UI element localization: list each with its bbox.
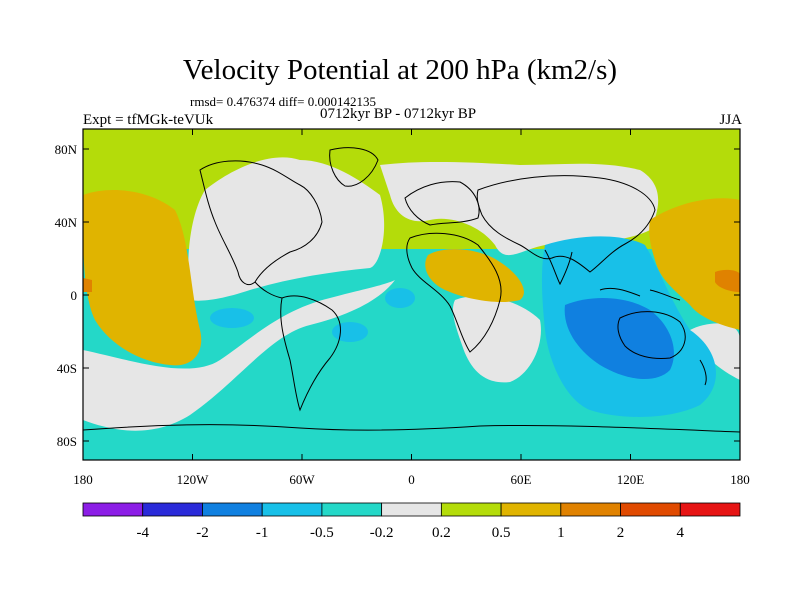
field-negative-spot-atlantic <box>385 288 415 308</box>
coast-europe <box>404 181 480 226</box>
map-title: Velocity Potential at 200 hPa (km2/s) <box>182 54 618 86</box>
colorbar-label: -4 <box>136 525 149 541</box>
lon-tick-label: 180 <box>73 472 93 487</box>
colorbar-label: 1 <box>557 525 565 541</box>
lon-tick-label: 120W <box>177 472 210 487</box>
colorbar-swatch <box>679 502 741 517</box>
colorbar-swatch <box>620 502 681 517</box>
field-neutral-pacific-swirl <box>83 280 395 431</box>
colorbar-label: 0.5 <box>492 525 511 541</box>
colorbar-label: -1 <box>256 525 269 541</box>
colorbar-swatch <box>142 502 203 517</box>
colorbar-label: -2 <box>196 525 209 541</box>
colorbar-labels: -4 -2 -1 -0.5 -0.2 0.2 0.5 1 2 4 <box>136 525 684 541</box>
colorbar-label: 2 <box>617 525 625 541</box>
coast-africa <box>406 232 502 353</box>
colorbar-label: 0.2 <box>432 525 451 541</box>
colorbar-swatch <box>321 502 383 517</box>
lat-tick-label: 0 <box>71 288 78 303</box>
lat-tick-label: 40S <box>57 361 77 376</box>
coast-indonesia <box>599 287 681 301</box>
field-neutral-southern-africa <box>452 296 541 383</box>
colorbar-swatch <box>440 502 502 517</box>
lon-tick-label: 120E <box>617 472 645 487</box>
stats-line: rmsd= 0.476374 diff= 0.000142135 <box>190 94 376 109</box>
colorbar-label: -0.2 <box>370 525 394 541</box>
colorbar-swatch <box>261 502 323 517</box>
coast-central-america <box>254 281 283 299</box>
lon-tick-label: 60W <box>289 472 315 487</box>
colorbar-swatch <box>82 502 144 517</box>
lat-tick-label: 80S <box>57 434 77 449</box>
longitude-ticks: 180 120W 60W 0 60E 120E 180 <box>73 129 750 487</box>
coast-new-zealand <box>699 359 707 386</box>
lat-tick-label: 40N <box>55 215 78 230</box>
colorbar-swatch <box>202 502 263 517</box>
field-positive-africa <box>425 249 524 303</box>
coast-australia <box>617 311 686 359</box>
season-label: JJA <box>719 112 742 128</box>
coast-antarctica <box>83 424 740 433</box>
coast-asia <box>476 175 656 273</box>
coast-india <box>544 249 573 286</box>
lat-tick-label: 80N <box>55 142 78 157</box>
colorbar-swatch <box>381 502 442 517</box>
field-negative-indian-core <box>564 298 674 380</box>
lon-tick-label: 60E <box>511 472 532 487</box>
field-positive-west <box>83 190 202 366</box>
coastlines <box>83 147 740 433</box>
coast-greenland <box>329 147 379 187</box>
colorbar-label: 4 <box>677 525 685 541</box>
lon-tick-label: 180 <box>730 472 750 487</box>
field-neutral-south <box>690 323 740 380</box>
colorbar-label: -0.5 <box>310 525 334 541</box>
experiment-label: Expt = tfMGk-teVUk <box>83 112 214 128</box>
field-negative-spot-samerica <box>332 322 368 342</box>
field-neutral-asia <box>380 161 659 256</box>
colorbar <box>82 502 741 517</box>
colorbar-swatch <box>500 502 562 517</box>
field-neutral-americas <box>188 157 385 301</box>
field-positive-east-core <box>715 269 740 292</box>
coast-north-america <box>199 160 323 286</box>
latitude-ticks: 80N 40N 0 40S 80S <box>55 142 740 449</box>
contour-field <box>83 129 740 460</box>
field-negative-spot-pacific <box>210 308 254 328</box>
period-label: 0712kyr BP - 0712kyr BP <box>320 106 477 122</box>
colorbar-swatch <box>560 502 621 517</box>
field-positive-east <box>649 198 740 330</box>
coast-south-america <box>280 295 341 412</box>
lon-tick-label: 0 <box>408 472 415 487</box>
field-positive-west-core <box>83 278 92 292</box>
